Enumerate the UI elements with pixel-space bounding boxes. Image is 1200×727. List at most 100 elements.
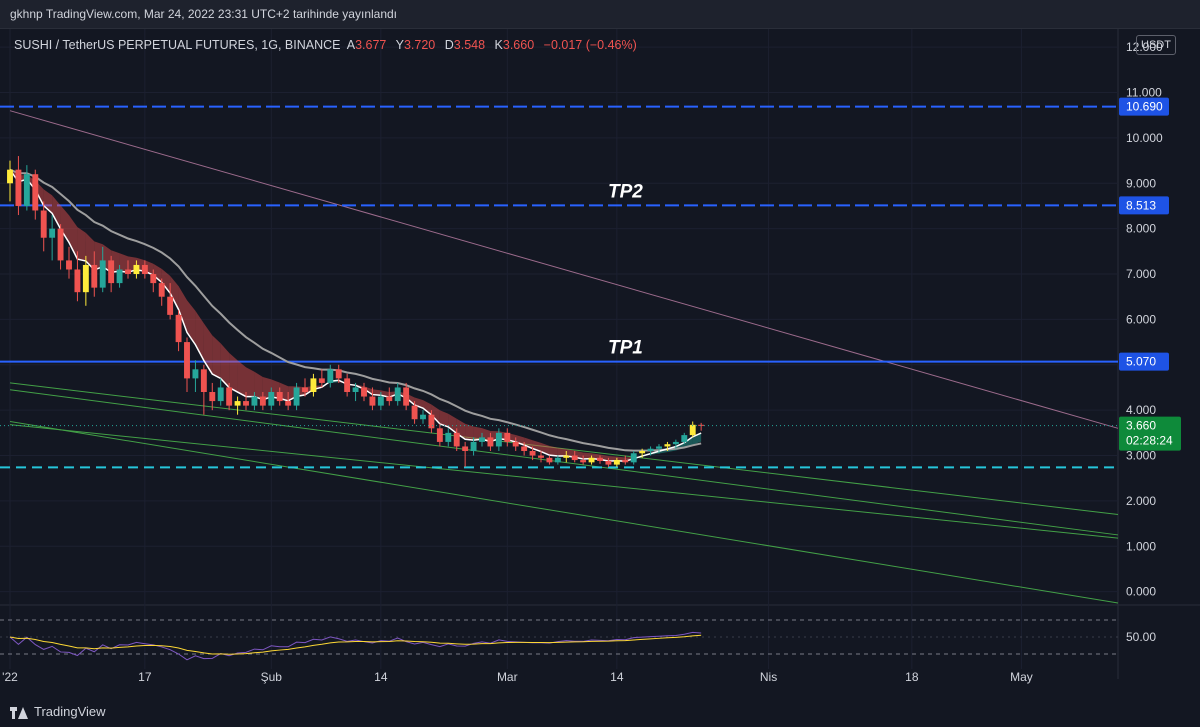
chart-area[interactable]: 12.000 11.000 10.000 9.000 8.000 7.000 6.000 5.… (0, 29, 1200, 693)
ribbon-segment (423, 400, 432, 415)
ribbon-segment (161, 268, 171, 294)
candle-body (234, 401, 241, 406)
brand-name: TradingView (34, 704, 106, 719)
bar-countdown: 02:28:24 (1126, 434, 1173, 448)
publish-header: gkhnp TradingView.com, Mar 24, 2022 23:3… (0, 0, 1200, 29)
candle-body (698, 424, 705, 426)
trendlines (9, 110, 1119, 604)
candle-body (672, 441, 679, 445)
x-tick-label: 14 (610, 670, 624, 684)
oscillator-pane (0, 619, 1118, 661)
candle-body (529, 450, 536, 456)
ribbon-segment (220, 343, 230, 388)
candle-body (605, 460, 612, 465)
candle-body (167, 296, 174, 315)
candle-body (158, 283, 165, 297)
candle-body (386, 396, 393, 402)
candle-body (664, 444, 671, 447)
low-value: 3.548 (453, 38, 486, 52)
candle-body (251, 396, 258, 406)
last-price-label: 3.660 (1126, 419, 1156, 433)
candle-body (15, 169, 22, 206)
candle-body (226, 387, 233, 406)
candle-body (141, 264, 148, 275)
candle-body (66, 260, 72, 270)
price-level-label: 10.690 (1126, 100, 1163, 114)
candle-body (276, 392, 283, 402)
candle-body (411, 405, 418, 420)
ribbon-segment (229, 352, 238, 393)
y-tick-label: 3.000 (1126, 449, 1156, 463)
currency-button[interactable]: USDT (1136, 35, 1176, 55)
ribbon-segment (69, 215, 78, 260)
candle-body (344, 378, 351, 393)
candle-body (133, 264, 140, 275)
candle-body (681, 435, 688, 442)
candle-body (23, 174, 30, 206)
x-tick-label: Mar (497, 670, 518, 684)
open-value: 3.677 (355, 38, 387, 52)
ribbon-segment (85, 232, 95, 270)
symbol-title: SUSHI / TetherUS PERPETUAL FUTURES, 1G, … (14, 38, 341, 52)
ribbon-segment (203, 323, 213, 375)
candle-body (445, 432, 452, 442)
candle-body (453, 432, 460, 447)
price-level-badge (1119, 196, 1169, 215)
candle-body (293, 387, 300, 406)
oscillator-axis-label: 50.00 (1126, 630, 1156, 644)
oscillator-line (9, 631, 702, 661)
high-value: 3.720 (403, 38, 436, 52)
candle-body (613, 460, 620, 465)
candle-body (563, 455, 570, 458)
candle-body (184, 342, 190, 379)
candles (7, 156, 705, 467)
candle-body (57, 228, 64, 261)
candle-body (327, 369, 334, 383)
candle-body (259, 396, 266, 406)
change-value: −0.017 (−0.46%) (543, 38, 637, 52)
candle-body (335, 369, 342, 379)
candle-body (630, 453, 637, 463)
ribbon-segment (566, 448, 575, 458)
price-level-label: 8.513 (1126, 198, 1156, 212)
x-tick-label: '22 (2, 670, 18, 684)
candle-body (99, 260, 106, 288)
ribbon-segment (170, 275, 179, 310)
last-price-badge (1119, 416, 1181, 451)
price-level-badge (1119, 352, 1169, 371)
candle-body (217, 387, 224, 402)
tradingview-brand[interactable]: TradingView (10, 704, 106, 719)
candle-body (192, 369, 199, 379)
descending-trendline (9, 110, 1119, 429)
candle-body (597, 457, 603, 461)
ribbon-segment (60, 205, 69, 243)
candle-body (571, 455, 578, 461)
ribbon-segment (119, 253, 128, 273)
candle-body (125, 269, 131, 275)
y-tick-label: 4.000 (1126, 403, 1156, 417)
ribbon-segment (212, 335, 221, 379)
candle-body (49, 228, 56, 238)
candle-body (436, 428, 443, 442)
candle-body (521, 446, 528, 451)
candle-body (462, 446, 469, 451)
candle-body (580, 460, 587, 463)
y-tick-label: 2.000 (1126, 494, 1156, 508)
ribbon-segment (187, 300, 196, 345)
ribbon-segment (583, 452, 592, 459)
candle-body (495, 432, 502, 447)
y-tick-label: 10.000 (1126, 131, 1163, 145)
candle-body (175, 314, 182, 343)
candle-body (7, 169, 13, 184)
y-tick-label: 7.000 (1126, 267, 1156, 281)
ribbon-segment (608, 456, 617, 462)
slow-ma-line (9, 168, 702, 452)
price-chart[interactable]: 12.000 11.000 10.000 9.000 8.000 7.000 6.000 5.… (0, 29, 1200, 693)
candle-body (361, 387, 367, 397)
candle-body (588, 457, 595, 463)
candle-body (310, 378, 317, 393)
grid-lines (0, 29, 1118, 669)
candle-body (116, 269, 123, 284)
ribbon-segment (246, 367, 255, 397)
candle-body (479, 437, 485, 442)
